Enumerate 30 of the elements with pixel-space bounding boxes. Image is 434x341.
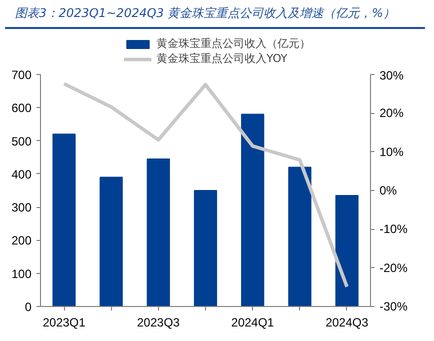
y-tick-label: 300 xyxy=(11,200,32,215)
y2-tick-label: -20% xyxy=(380,260,408,275)
legend-label: 黄金珠宝重点公司收入YOY xyxy=(156,51,288,66)
legend-label: 黄金珠宝重点公司收入（亿元） xyxy=(156,36,310,51)
line-series xyxy=(62,82,349,289)
y-tick-label: 0 xyxy=(24,300,32,314)
x-tick-label: 2023Q1 xyxy=(42,316,86,330)
bar xyxy=(100,176,123,306)
y2-tick-label: 20% xyxy=(380,106,404,120)
bar xyxy=(52,134,76,306)
y2-tick-label: 10% xyxy=(380,144,404,159)
bar xyxy=(241,114,264,306)
y-tick-label: 500 xyxy=(11,134,32,148)
y-tick-label: 600 xyxy=(11,101,32,116)
y2-tick-label: -30% xyxy=(380,300,408,314)
y-tick-label: 200 xyxy=(11,234,32,248)
x-tick-label: 2023Q3 xyxy=(137,316,180,330)
y2-tick-label: 30% xyxy=(380,68,404,82)
y-tick-label: 400 xyxy=(11,167,32,182)
bar xyxy=(146,158,170,306)
y2-tick-label: 0% xyxy=(380,184,398,198)
x-tick-label: 2024Q3 xyxy=(326,316,369,330)
y2-tick-label: -10% xyxy=(380,222,408,236)
bar xyxy=(288,166,312,306)
y-tick-label: 700 xyxy=(11,68,32,82)
bar xyxy=(335,194,359,306)
x-tick-label: 2024Q1 xyxy=(231,316,274,330)
bar xyxy=(194,190,218,306)
y-tick-label: 100 xyxy=(11,266,32,281)
chart-title: 图表3：2023Q1~2024Q3 黄金珠宝重点公司收入及增速（亿元，%） xyxy=(15,5,396,22)
